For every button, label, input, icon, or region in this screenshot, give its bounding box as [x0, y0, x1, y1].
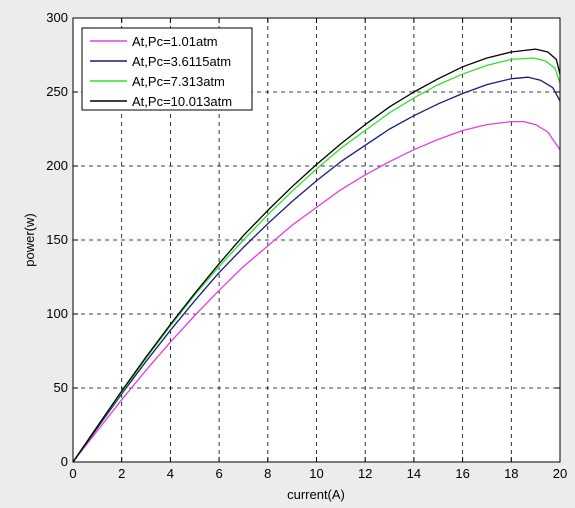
y-tick-label: 50 — [54, 380, 68, 395]
y-tick-label: 100 — [46, 306, 68, 321]
series-line-1 — [72, 120, 561, 463]
y-axis-label: power(w) — [22, 213, 37, 266]
x-tick-label: 8 — [264, 466, 271, 481]
x-tick-label: 0 — [69, 466, 76, 481]
x-axis-label: current(A) — [287, 487, 345, 502]
y-tick-label: 200 — [46, 158, 68, 173]
x-tick-label: 18 — [504, 466, 518, 481]
series-line-4 — [72, 48, 561, 463]
x-tick-label: 20 — [553, 466, 567, 481]
x-tick-label: 14 — [407, 466, 421, 481]
legend-label-3: At,Pc=7.313atm — [132, 74, 225, 89]
y-tick-label: 300 — [46, 10, 68, 25]
y-tick-label: 250 — [46, 84, 68, 99]
legend-label-2: At,Pc=3.6115atm — [132, 54, 231, 69]
x-tick-label: 6 — [215, 466, 222, 481]
y-tick-label: 0 — [61, 454, 68, 469]
y-tick-label: 150 — [46, 232, 68, 247]
series-line-2 — [72, 76, 561, 463]
legend: At,Pc=1.01atm At,Pc=3.6115atm At,Pc=7.313a… — [81, 27, 253, 111]
legend-label-1: At,Pc=1.01atm — [132, 34, 218, 49]
x-tick-label: 10 — [309, 466, 323, 481]
series-lines — [72, 48, 561, 463]
series-line-3 — [72, 57, 561, 463]
x-tick-label: 12 — [358, 466, 372, 481]
legend-label-4: At,Pc=10.013atm — [132, 94, 232, 109]
x-tick-label: 4 — [167, 466, 174, 481]
x-tick-label: 2 — [118, 466, 125, 481]
x-tick-label: 16 — [455, 466, 469, 481]
